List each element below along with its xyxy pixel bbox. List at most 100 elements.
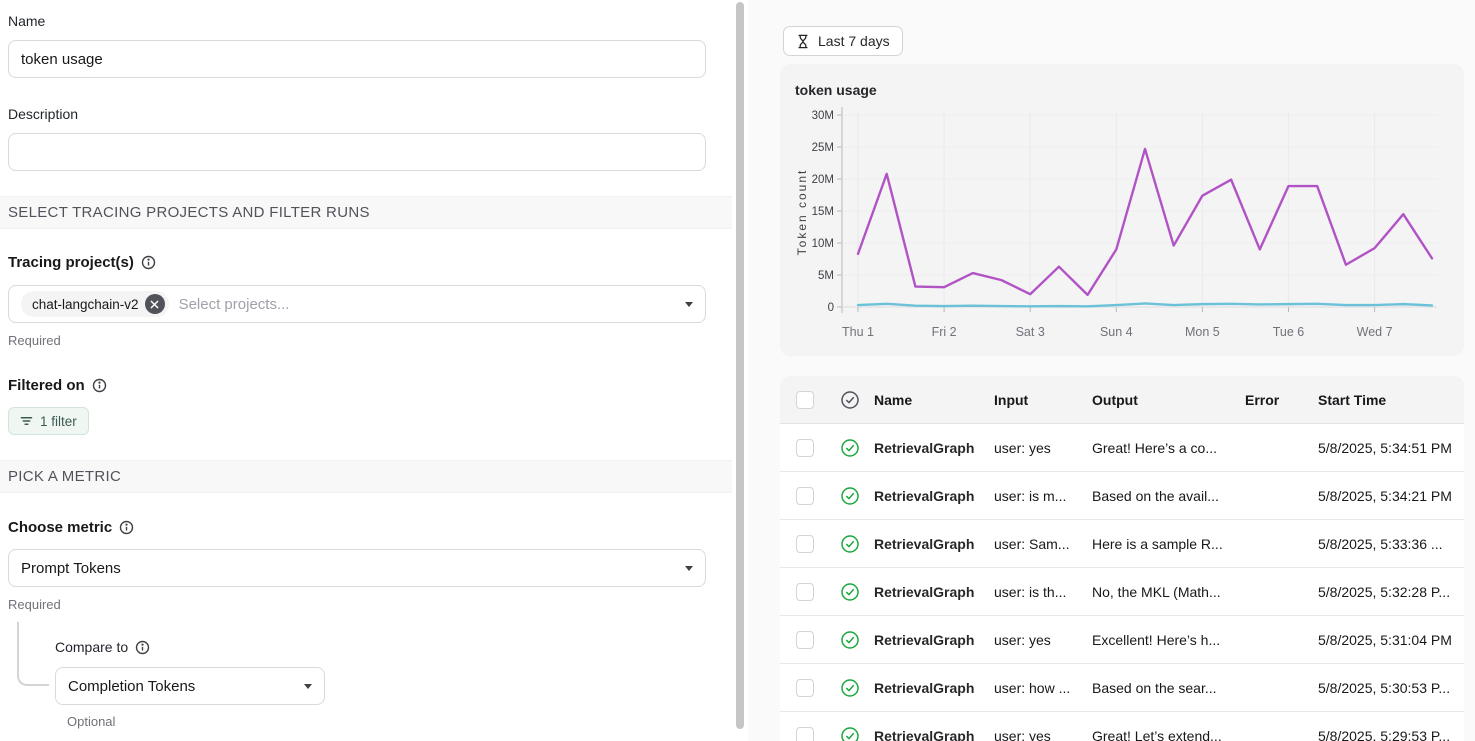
run-start-time: 5/8/2025, 5:34:21 PM [1318,487,1452,504]
run-name: RetrievalGraph [874,631,975,648]
row-checkbox[interactable] [796,678,814,697]
name-input[interactable] [8,40,706,78]
col-header-name: Name [874,391,913,408]
svg-text:Sun 4: Sun 4 [1100,325,1133,339]
check-circle-icon [841,438,859,457]
col-header-start-time: Start Time [1318,391,1387,408]
table-row[interactable]: RetrievalGraph user: yes Great! Here’s a… [780,424,1464,472]
svg-text:15M: 15M [812,206,834,218]
scrollbar-thumb[interactable] [736,2,744,729]
info-icon[interactable] [135,640,150,655]
run-output: Excellent! Here’s h... [1092,631,1221,648]
token-usage-chart[interactable]: 30M 25M 20M 15M 10M 5M 0 Thu 1 Fri 2 Sat 3 Sun 4 Mo… [780,64,1464,356]
chevron-down-icon [304,683,312,689]
chart-card: token usage Token count 30M 25M 20M 15M 10M 5… [780,64,1464,356]
svg-text:Fri 2: Fri 2 [932,325,957,339]
chevron-down-icon [685,301,693,307]
run-input: user: how ... [994,679,1071,696]
run-input: user: is m... [994,487,1067,504]
check-circle-icon [841,630,859,649]
check-circle-icon [841,678,859,697]
run-input: user: is th... [994,583,1067,600]
section-header-metric: PICK A METRIC [0,460,732,493]
run-name: RetrievalGraph [874,535,975,552]
run-start-time: 5/8/2025, 5:33:36 ... [1318,535,1443,552]
table-row[interactable]: RetrievalGraph user: is m... Based on th… [780,472,1464,520]
run-output: Great! Let’s extend... [1092,727,1222,741]
compare-optional-hint: Optional [67,714,116,729]
row-checkbox[interactable] [796,630,814,649]
x-circle-icon[interactable] [144,294,165,314]
table-row[interactable]: RetrievalGraph user: how ... Based on th… [780,664,1464,712]
row-checkbox[interactable] [796,486,814,505]
project-chip: chat-langchain-v2 [21,291,169,317]
svg-text:30M: 30M [812,110,834,122]
metric-required-hint: Required [8,597,61,612]
check-circle-icon [841,534,859,553]
table-row[interactable]: RetrievalGraph user: yes Excellent! Here… [780,616,1464,664]
svg-text:25M: 25M [812,142,834,154]
description-input[interactable] [8,133,706,171]
metric-select[interactable]: Prompt Tokens [8,549,706,587]
run-output: Based on the sear... [1092,679,1217,696]
filter-count-button[interactable]: 1 filter [8,407,89,435]
hourglass-icon [798,34,808,48]
run-name: RetrievalGraph [874,583,975,600]
table-row[interactable]: RetrievalGraph user: Sam... Here is a sa… [780,520,1464,568]
svg-text:Mon 5: Mon 5 [1185,325,1220,339]
check-circle-icon [841,726,859,741]
run-output: Here is a sample R... [1092,535,1223,552]
name-label: Name [8,13,46,29]
run-name: RetrievalGraph [874,679,975,696]
run-output: Based on the avail... [1092,487,1219,504]
runs-table: Name Input Output Error Start Time Retri… [780,376,1464,741]
svg-text:5M: 5M [818,270,834,282]
run-start-time: 5/8/2025, 5:30:53 P... [1318,679,1451,696]
project-multiselect[interactable]: chat-langchain-v2 Select projects... [8,285,706,323]
table-row[interactable]: RetrievalGraph user: yes Great! Let’s ex… [780,712,1464,741]
compare-tree-connector [17,622,49,686]
row-checkbox[interactable] [796,534,814,553]
select-all-checkbox[interactable] [796,390,814,409]
col-header-output: Output [1092,391,1138,408]
run-start-time: 5/8/2025, 5:31:04 PM [1318,631,1452,648]
check-circle-icon [841,582,859,601]
run-start-time: 5/8/2025, 5:34:51 PM [1318,439,1452,456]
info-icon[interactable] [119,520,134,535]
run-start-time: 5/8/2025, 5:29:53 P... [1318,727,1451,741]
chevron-down-icon [685,565,693,571]
check-circle-icon [841,486,859,505]
row-checkbox[interactable] [796,726,814,741]
row-checkbox[interactable] [796,438,814,457]
description-label: Description [8,106,79,122]
time-range-button[interactable]: Last 7 days [783,26,903,56]
row-checkbox[interactable] [796,582,814,601]
col-header-error: Error [1245,391,1280,408]
svg-text:20M: 20M [812,174,834,186]
run-input: user: Sam... [994,535,1070,552]
svg-text:Thu 1: Thu 1 [842,325,874,339]
filter-lines-icon [20,417,33,425]
chart-title: token usage [795,82,877,98]
table-row[interactable]: RetrievalGraph user: is th... No, the MK… [780,568,1464,616]
check-circle-icon [841,390,859,409]
info-icon[interactable] [141,255,156,270]
choose-metric-label: Choose metric [8,519,134,536]
preview-panel: Last 7 days token usage Token count 30M 2… [748,0,1475,741]
run-name: RetrievalGraph [874,727,975,741]
compare-to-label: Compare to [55,639,150,655]
run-output: Great! Here’s a co... [1092,439,1218,456]
svg-text:Wed 7: Wed 7 [1357,325,1393,339]
info-icon[interactable] [92,378,107,393]
run-name: RetrievalGraph [874,439,975,456]
config-panel: Name Description SELECT TRACING PROJECTS… [0,0,732,741]
tracing-required-hint: Required [8,333,61,348]
compare-select[interactable]: Completion Tokens [55,667,325,705]
run-output: No, the MKL (Math... [1092,583,1221,600]
section-header-projects: SELECT TRACING PROJECTS AND FILTER RUNS [0,196,732,229]
svg-text:Sat 3: Sat 3 [1016,325,1045,339]
run-input: user: yes [994,439,1051,456]
run-input: user: yes [994,631,1051,648]
run-input: user: yes [994,727,1051,741]
panel-scrollbar[interactable] [732,0,748,741]
